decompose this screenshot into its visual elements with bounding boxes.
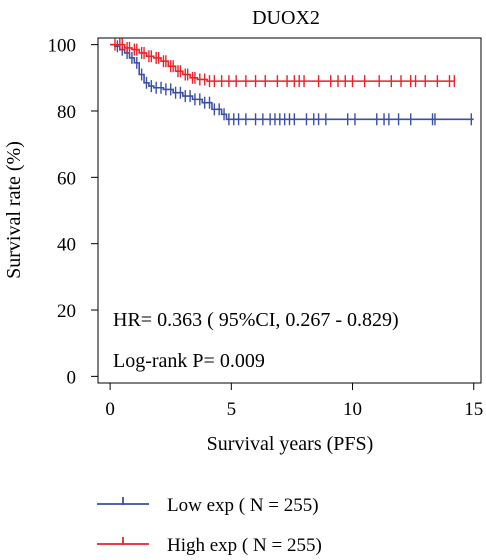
x-tick-label: 0 xyxy=(105,399,115,420)
legend-label: High exp ( N = 255) xyxy=(167,535,322,556)
x-axis-label: Survival years (PFS) xyxy=(207,433,374,455)
y-tick-label: 40 xyxy=(57,235,76,256)
legend: Low exp ( N = 255) High exp ( N = 255) xyxy=(97,495,322,556)
series-line xyxy=(110,43,474,121)
plot-area xyxy=(97,37,482,384)
y-tick-label: 100 xyxy=(48,36,77,57)
x-tick-label: 10 xyxy=(343,399,362,420)
plot-frame xyxy=(97,37,482,384)
hr-annotation: HR= 0.363 ( 95%CI, 0.267 - 0.829) xyxy=(113,309,399,331)
legend-label: Low exp ( N = 255) xyxy=(167,495,319,516)
x-tick-label: 5 xyxy=(227,399,237,420)
y-axis-label: Survival rate (%) xyxy=(3,141,25,279)
series-1 xyxy=(110,38,456,88)
series-layer xyxy=(110,38,474,126)
series-0 xyxy=(110,40,474,126)
y-tick-label: 80 xyxy=(57,102,76,123)
y-tick-label: 20 xyxy=(57,301,76,322)
chart-title: DUOX2 xyxy=(252,7,320,29)
legend-item: Low exp ( N = 255) xyxy=(97,495,319,516)
series-line xyxy=(110,43,455,82)
y-tick-label: 0 xyxy=(67,367,77,388)
pvalue-annotation: Log-rank P= 0.009 xyxy=(113,350,265,372)
axes: 0 5 10 15 0 20 40 60 80 100 xyxy=(48,36,484,420)
legend-item: High exp ( N = 255) xyxy=(97,535,322,556)
x-tick-label: 15 xyxy=(464,399,483,420)
y-tick-label: 60 xyxy=(57,168,76,189)
